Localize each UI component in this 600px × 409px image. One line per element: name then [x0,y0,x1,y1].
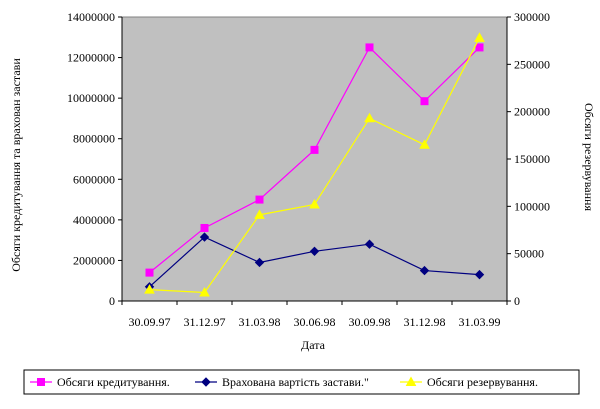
y-tick-label-left: 0 [109,294,115,308]
y-tick-label-left: 14000000 [67,10,115,24]
plot-area [121,16,508,302]
x-tick-label: 30.09.97 [129,315,171,329]
data-point-1 [199,232,210,242]
data-point-0 [200,223,209,232]
x-tick-label: 31.03.99 [459,315,501,329]
legend-marker-1 [201,377,211,387]
legend-label-2: Обсяги резервування. [427,375,538,389]
y-axis-label-left: Обсяги кредитування та врахован застави [9,58,23,272]
legend-label-0: Обсяги кредитування. [57,375,170,389]
y-tick-label-right: 50000 [514,247,544,261]
x-tick-label: 30.09.98 [349,315,391,329]
data-point-1 [254,257,265,268]
data-point-2 [419,139,430,149]
data-point-2 [144,284,155,294]
data-point-0 [475,43,484,52]
y-tick-label-right: 0 [514,294,520,308]
data-point-1 [419,265,430,276]
data-point-0 [420,97,429,106]
legend-marker-2 [405,376,417,386]
y-tick-label-left: 8000000 [73,132,115,146]
x-axis-label: Дата [301,338,326,352]
y-tick-label-left: 4000000 [73,213,115,227]
data-point-0 [310,145,319,154]
x-tick-label: 31.12.98 [404,315,446,329]
data-point-2 [474,32,485,42]
series-group [144,32,485,297]
y-tick-label-left: 12000000 [67,51,115,65]
y-axis-label-right: Обсяги резервування [582,103,596,211]
legend-box [23,369,580,395]
y-tick-label-right: 300000 [514,10,550,24]
data-point-2 [309,198,320,209]
data-point-0 [145,268,154,277]
data-point-1 [474,269,485,280]
y-tick-label-right: 100000 [514,199,550,213]
y-tick-label-right: 200000 [514,105,550,119]
y-tick-label-right: 150000 [514,152,550,166]
data-point-1 [364,239,375,249]
x-tick-label: 30.06.98 [294,315,336,329]
axes: 0200000040000006000000800000010000000120… [67,10,550,329]
data-point-0 [365,43,374,52]
y-tick-label-left: 2000000 [73,253,115,267]
legend-marker-0 [37,378,45,386]
data-point-2 [199,286,210,297]
data-point-2 [254,209,265,219]
data-point-1 [309,246,320,257]
legend: Обсяги кредитування. Врахована вартість з… [30,375,538,389]
data-point-0 [255,195,264,204]
x-tick-label: 31.12.97 [184,315,226,329]
legend-label-1: Врахована вартість застави." [222,375,369,389]
y-tick-label-right: 250000 [514,57,550,71]
x-tick-label: 31.03.98 [239,315,281,329]
y-tick-label-left: 6000000 [73,172,115,186]
y-tick-label-left: 10000000 [67,91,115,105]
data-point-2 [364,112,375,123]
